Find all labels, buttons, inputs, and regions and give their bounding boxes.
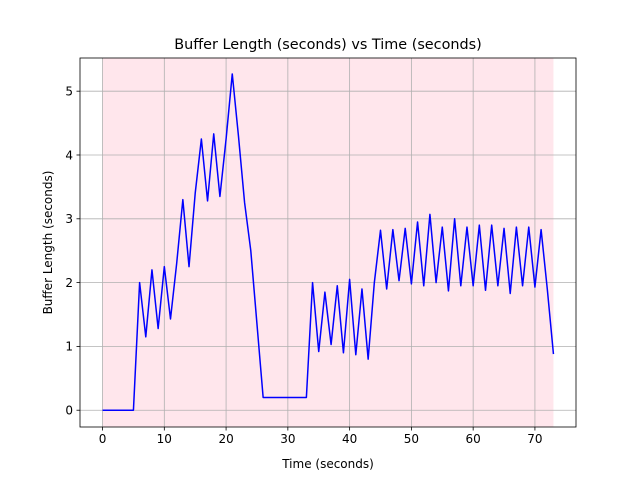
y-tick-label: 3 (65, 212, 73, 226)
shaded-region-layer (102, 58, 554, 427)
y-tick-label: 1 (65, 340, 73, 354)
y-axis: 0 1 2 3 4 5 (65, 84, 80, 418)
plot-frame (79, 57, 577, 428)
x-tick-label: 50 (404, 432, 419, 446)
y-tick-label: 4 (65, 148, 73, 162)
x-axis: 0 10 20 30 40 50 60 70 (99, 427, 543, 446)
x-tick-label: 20 (218, 432, 233, 446)
x-tick-label: 40 (342, 432, 357, 446)
x-tick-label: 30 (280, 432, 295, 446)
grid-layer (80, 58, 576, 427)
chart-title: Buffer Length (seconds) vs Time (seconds… (174, 37, 482, 53)
series-layer (102, 73, 555, 411)
x-tick-label: 70 (527, 432, 542, 446)
y-tick-label: 5 (65, 84, 73, 98)
y-tick-label: 0 (65, 404, 73, 418)
x-axis-title: Time (seconds) (281, 457, 374, 471)
y-axis-title: Buffer Length (seconds) (41, 171, 55, 315)
y-tick-label: 2 (65, 276, 73, 290)
shaded-region (102, 58, 554, 427)
x-tick-label: 0 (99, 432, 107, 446)
x-tick-label: 60 (466, 432, 481, 446)
x-tick-label: 10 (157, 432, 172, 446)
series-line (102, 73, 555, 411)
